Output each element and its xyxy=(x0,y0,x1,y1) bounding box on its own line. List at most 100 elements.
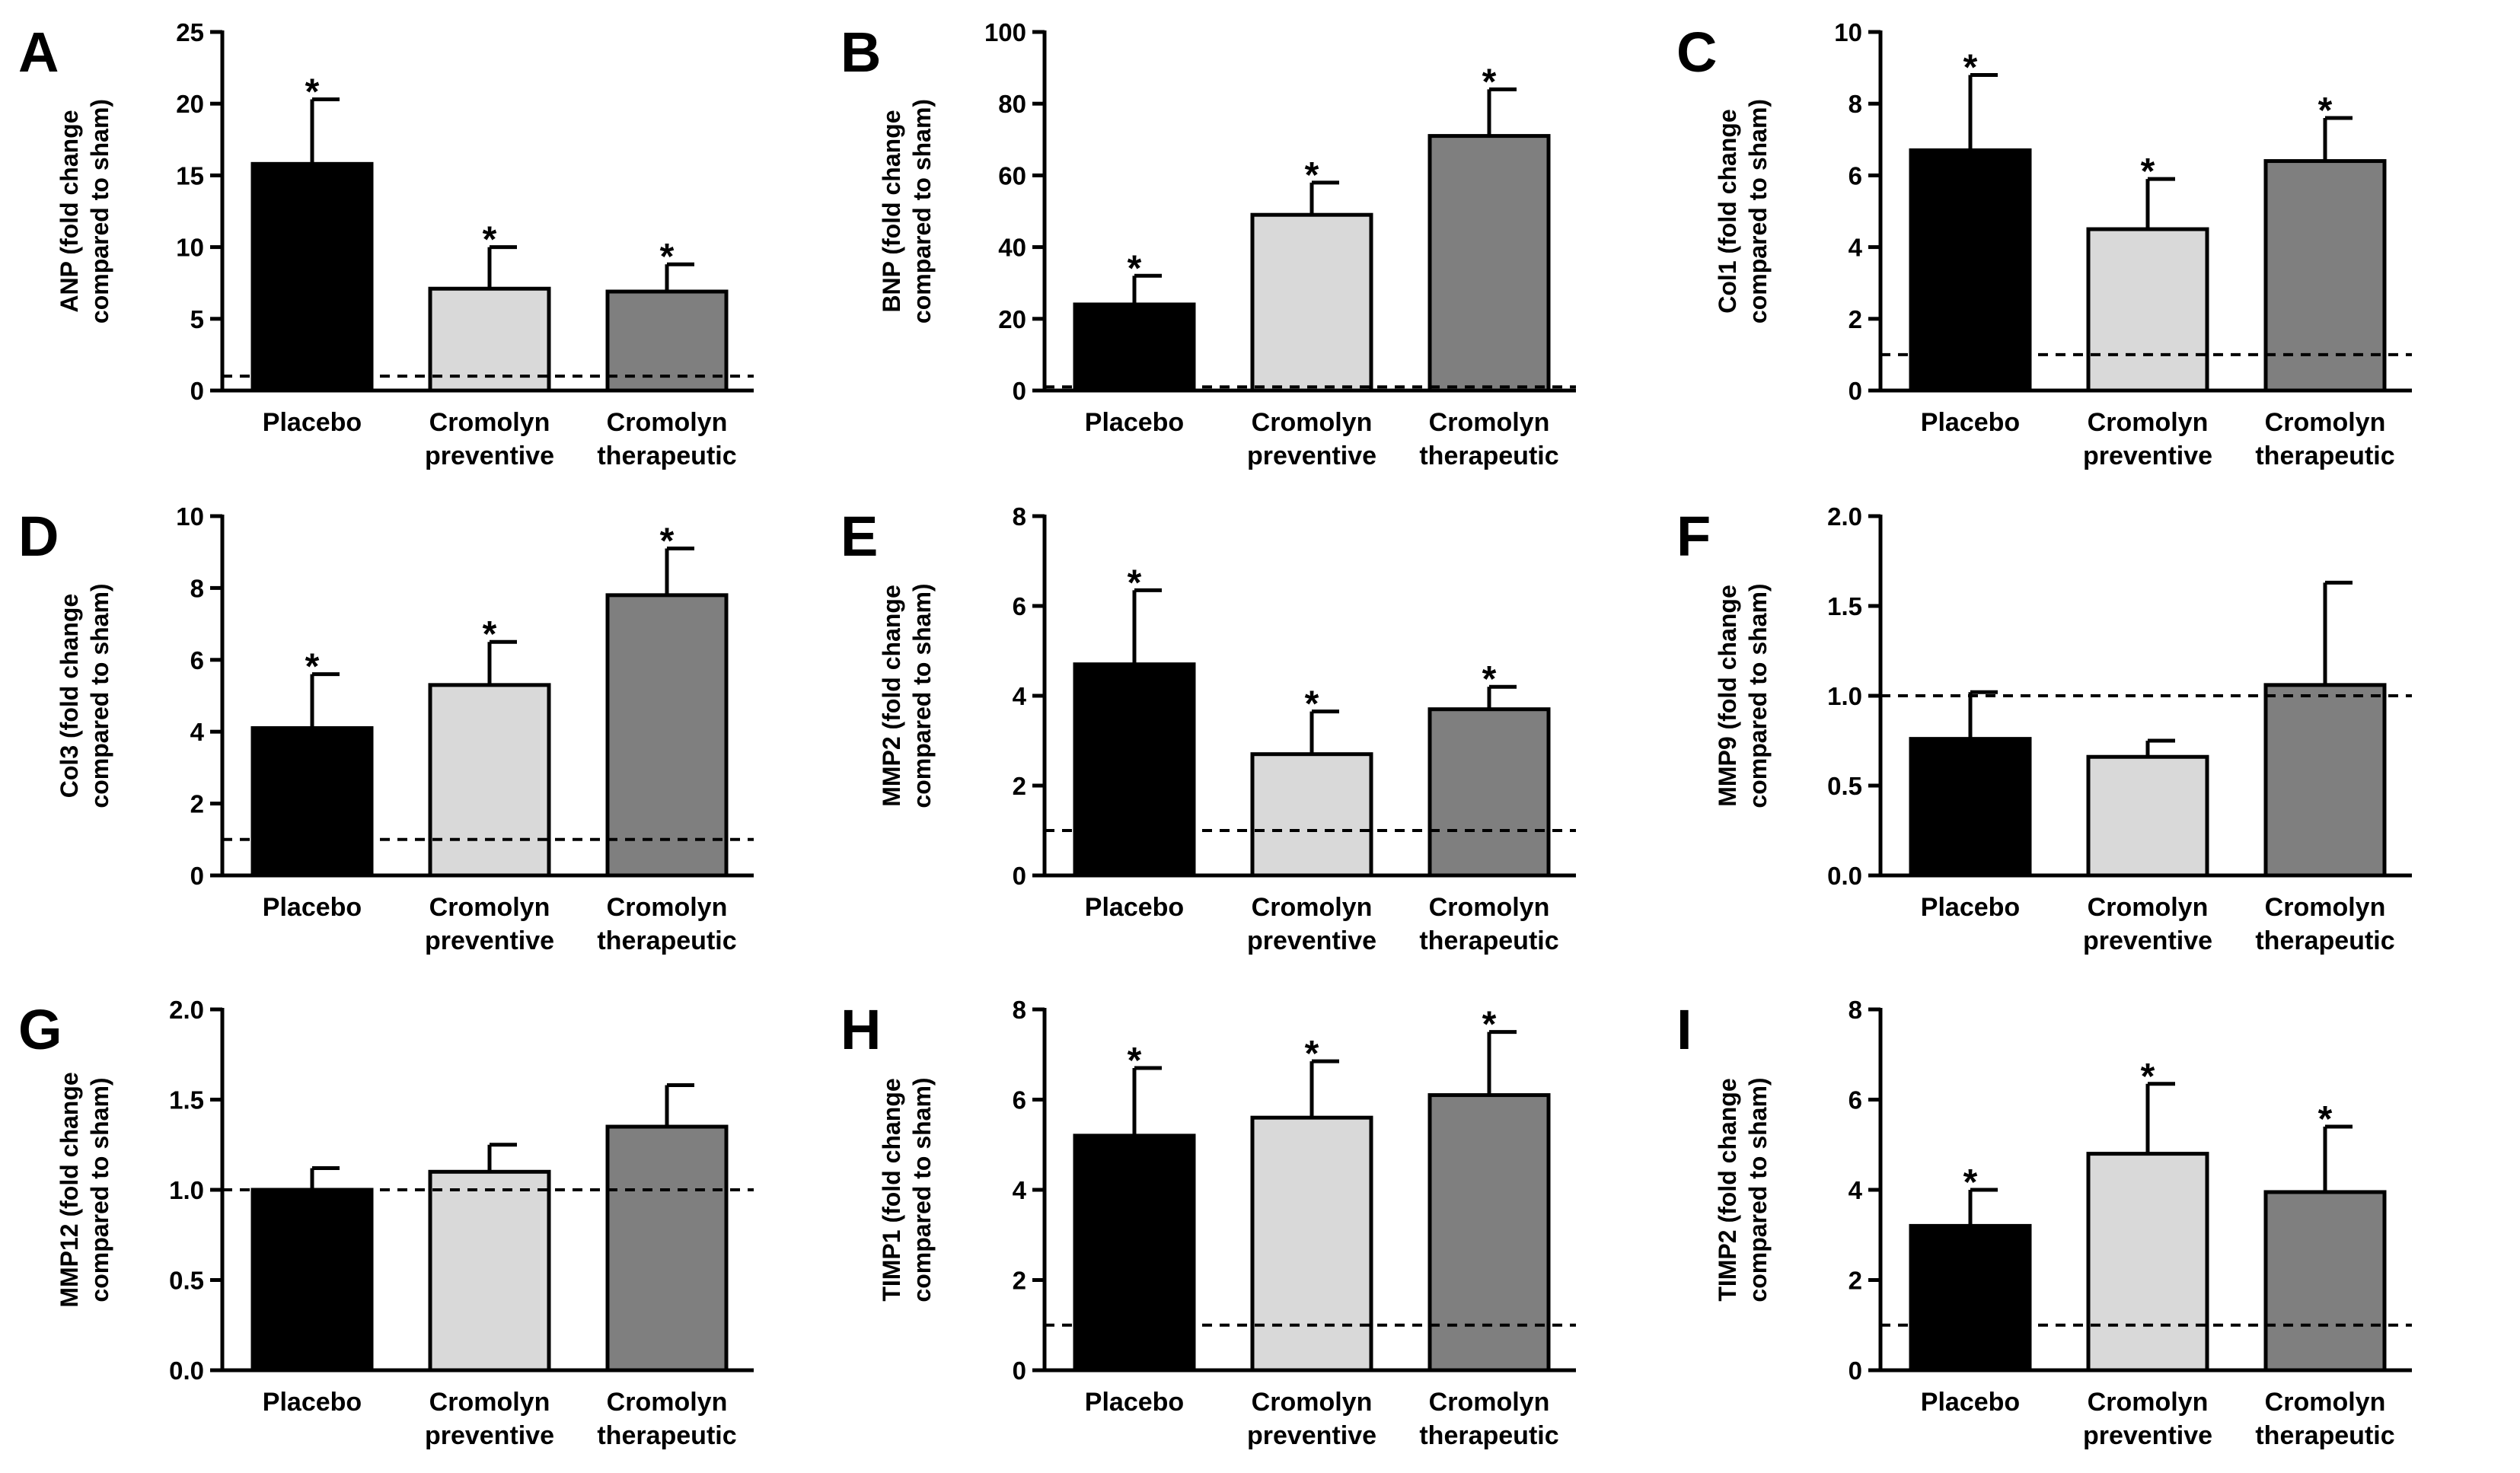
y-tick-label: 4 xyxy=(1013,682,1027,710)
panel-letter-d: D xyxy=(18,505,59,568)
bar-therapeutic xyxy=(2263,159,2387,393)
y-tick-label: 10 xyxy=(176,234,204,262)
category-label-line: Placebo xyxy=(1085,893,1184,922)
y-tick-label: 8 xyxy=(1013,996,1026,1024)
category-label-preventive: Cromolyn preventive xyxy=(425,893,554,955)
y-tick-label: 4 xyxy=(1013,1176,1027,1204)
y-tick-label: 10 xyxy=(176,502,204,531)
significance-star: * xyxy=(2318,1099,2333,1140)
y-axis-label-line: MMP12 (fold change xyxy=(56,1072,83,1307)
y-tick-label: 4 xyxy=(1849,1176,1863,1204)
y-tick-label: 20 xyxy=(176,90,204,118)
category-label-therapeutic: Cromolyn therapeutic xyxy=(2255,1388,2394,1450)
significance-star: * xyxy=(2318,91,2333,131)
panel-letter-c: C xyxy=(1676,21,1717,84)
panel-g: G MMP12 (fold change compared to sham) Plac… xyxy=(18,996,754,1450)
category-label-placebo: Placebo xyxy=(1921,893,2020,922)
bar-placebo xyxy=(1909,1223,2032,1373)
y-tick-label: 2.0 xyxy=(1827,502,1862,531)
y-axis-label-line: compared to sham) xyxy=(908,99,936,324)
bar-placebo xyxy=(1073,302,1196,393)
significance-star: * xyxy=(1482,62,1497,102)
category-label-preventive: Cromolyn preventive xyxy=(1247,1388,1376,1450)
category-label-therapeutic: Cromolyn therapeutic xyxy=(1419,893,1558,955)
bar-placebo xyxy=(250,1188,374,1373)
category-label-preventive: Cromolyn preventive xyxy=(1247,408,1376,470)
category-label-line: Cromolyn xyxy=(1252,1388,1373,1417)
y-axis-label: MMP9 (fold change compared to sham) xyxy=(1714,583,1772,808)
y-tick-label: 2 xyxy=(1013,1267,1026,1295)
y-axis-label: TIMP2 (fold change compared to sham) xyxy=(1714,1077,1772,1302)
panel-letter-f: F xyxy=(1676,505,1711,568)
category-label-preventive: Cromolyn preventive xyxy=(2083,893,2212,955)
panel-a: A ANP (fold change compared to sham) * Place… xyxy=(18,18,754,470)
y-axis-label: ANP (fold change compared to sham) xyxy=(56,99,113,324)
y-axis-label-line: compared to sham) xyxy=(1744,99,1772,324)
y-tick-label: 0 xyxy=(1013,377,1026,405)
y-tick-label: 8 xyxy=(1849,996,1862,1024)
category-label-line: therapeutic xyxy=(2255,442,2394,470)
y-axis-label-line: compared to sham) xyxy=(86,99,113,324)
category-label-placebo: Placebo xyxy=(1085,408,1184,437)
category-label-placebo: Placebo xyxy=(1921,408,2020,437)
bar-therapeutic xyxy=(1427,707,1551,878)
y-tick-label: 0.0 xyxy=(1827,862,1862,890)
y-tick-label: 6 xyxy=(1013,592,1026,620)
category-label-line: Cromolyn xyxy=(2088,893,2209,922)
category-label-line: preventive xyxy=(1247,1421,1376,1450)
y-tick-label: 0.0 xyxy=(169,1357,204,1385)
category-label-preventive: Cromolyn preventive xyxy=(1247,893,1376,955)
category-label-placebo: Placebo xyxy=(1085,1388,1184,1417)
significance-star: * xyxy=(483,614,497,655)
bar-preventive xyxy=(1250,212,1373,393)
category-label-line: Placebo xyxy=(1921,1388,2020,1417)
y-tick-label: 2 xyxy=(1013,772,1026,800)
panel-letter-g: G xyxy=(18,998,62,1061)
y-tick-label: 1.0 xyxy=(1827,682,1862,710)
bar-preventive xyxy=(2086,754,2209,878)
significance-star: * xyxy=(2141,151,2155,192)
category-label-preventive: Cromolyn preventive xyxy=(2083,1388,2212,1450)
category-label-line: therapeutic xyxy=(2255,1421,2394,1450)
bar-preventive xyxy=(428,683,551,878)
y-axis-label-line: Col3 (fold change xyxy=(56,594,83,798)
y-tick-label: 6 xyxy=(1013,1086,1026,1114)
category-label-line: Cromolyn xyxy=(2088,408,2209,437)
category-label-therapeutic: Cromolyn therapeutic xyxy=(2255,408,2394,470)
category-label-line: therapeutic xyxy=(1419,442,1558,470)
category-label-line: Cromolyn xyxy=(607,408,728,437)
bar-placebo xyxy=(1073,1133,1196,1373)
significance-star: * xyxy=(660,521,675,561)
y-axis-label-line: TIMP2 (fold change xyxy=(1714,1078,1741,1301)
bar-preventive xyxy=(1250,752,1373,878)
y-axis-label-line: ANP (fold change xyxy=(56,110,83,312)
y-tick-label: 2.0 xyxy=(169,996,204,1024)
panel-letter-b: B xyxy=(841,21,881,84)
y-tick-label: 4 xyxy=(190,718,205,746)
y-axis-label-line: compared to sham) xyxy=(1744,1077,1772,1302)
panel-letter-a: A xyxy=(18,21,59,84)
category-label-placebo: Placebo xyxy=(1921,1388,2020,1417)
bar-therapeutic xyxy=(605,593,729,878)
y-axis-label-line: compared to sham) xyxy=(908,583,936,808)
y-tick-label: 6 xyxy=(190,646,204,674)
y-axis-label-line: compared to sham) xyxy=(1744,583,1772,808)
bar-placebo xyxy=(1073,662,1196,878)
y-tick-label: 1.5 xyxy=(169,1086,204,1114)
y-tick-label: 6 xyxy=(1849,1086,1862,1114)
bar-therapeutic xyxy=(605,1124,729,1373)
category-label-line: therapeutic xyxy=(597,926,736,955)
y-axis-label: Col1 (fold change compared to sham) xyxy=(1714,99,1772,324)
bar-therapeutic xyxy=(1427,1093,1551,1373)
bar-placebo xyxy=(250,725,374,878)
significance-star: * xyxy=(1963,1162,1978,1203)
significance-star: * xyxy=(1482,1005,1497,1045)
significance-star: * xyxy=(2141,1057,2155,1097)
category-label-placebo: Placebo xyxy=(1085,893,1184,922)
y-axis-label-line: MMP9 (fold change xyxy=(1714,585,1741,807)
y-tick-label: 10 xyxy=(1834,18,1862,46)
bar-preventive xyxy=(2086,227,2209,393)
y-axis-label-line: MMP2 (fold change xyxy=(878,585,905,807)
